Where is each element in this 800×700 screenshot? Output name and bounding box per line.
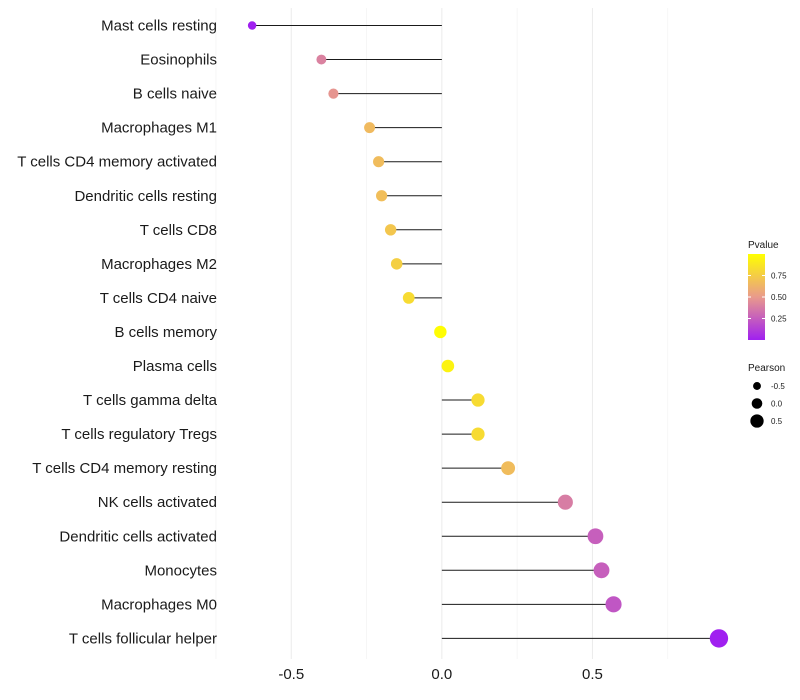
size-legend-key [753,382,761,390]
pvalue-legend-title: Pvalue [748,240,779,251]
data-point [373,156,385,168]
data-point [471,393,485,407]
y-axis-label: Dendritic cells activated [59,528,217,545]
data-point [593,562,610,579]
data-point [384,224,397,236]
pvalue-colorbar [748,254,765,340]
data-point [402,292,415,304]
pearson-legend-title: Pearson [748,363,785,374]
data-point [328,88,339,99]
size-legend-label: -0.5 [771,382,785,391]
colorbar-tick-label: 0.25 [771,315,787,324]
data-point [390,258,403,270]
pvalue-legend-ticks: 0.75 0.50 0.25 [748,272,787,324]
y-axis-label: Eosinophils [140,52,217,69]
y-axis-label: Macrophages M2 [101,256,217,273]
data-point [316,54,327,65]
data-point [605,596,622,613]
size-legend-key [751,398,763,409]
y-axis-label: Monocytes [144,562,217,579]
pearson-legend-items: -0.5 0.0 0.5 [750,382,785,428]
size-legend-label: 0.5 [771,417,783,426]
x-tick-label: 0.0 [431,666,452,683]
lollipop-stems [252,25,719,639]
data-points [247,21,729,648]
y-axis-label: Macrophages M0 [101,596,217,613]
y-axis-label: T cells regulatory Tregs [61,426,217,443]
data-point [557,494,573,510]
y-axis-labels: Mast cells resting Eosinophils B cells nai… [17,18,217,648]
y-axis-label: B cells memory [114,324,217,341]
legend: Pvalue 0.75 0.50 0.25 Pearson -0.5 0.0 0.5 [748,240,787,428]
y-axis-label: T cells gamma delta [83,392,218,409]
data-point [709,629,729,648]
colorbar-tick-label: 0.50 [771,293,787,302]
y-axis-label: B cells naive [133,86,217,103]
size-legend-key [750,414,764,428]
x-tick-label: -0.5 [278,666,304,683]
x-axis-tick-labels: -0.5 0.0 0.5 [278,666,603,683]
data-point [364,122,376,134]
y-axis-label: T cells CD4 memory activated [17,154,217,171]
y-axis-label: Plasma cells [133,358,217,375]
data-point [501,461,516,476]
data-point [247,21,257,30]
y-axis-label: Dendritic cells resting [74,188,217,205]
y-axis-label: T cells CD4 naive [100,290,217,307]
data-point [471,427,485,441]
y-axis-label: T cells CD4 memory resting [32,460,217,477]
size-legend-label: 0.0 [771,400,783,409]
data-point [434,325,447,339]
grid-lines [215,8,669,659]
data-point [441,359,455,373]
data-point [376,190,388,202]
y-axis-label: Macrophages M1 [101,120,217,137]
y-axis-label: NK cells activated [98,494,217,511]
y-axis-label: T cells CD8 [140,222,217,239]
colorbar-tick-label: 0.75 [771,272,787,281]
y-axis-label: T cells follicular helper [69,630,217,647]
data-point [587,528,604,545]
x-tick-label: 0.5 [582,666,603,683]
y-axis-label: Mast cells resting [101,18,217,35]
